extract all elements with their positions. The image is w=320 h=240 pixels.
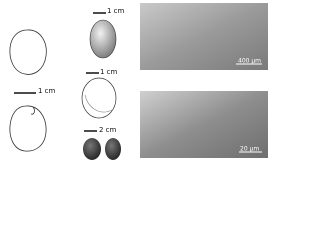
scale-label: 20 µm	[240, 146, 259, 153]
scale-label: 1 cm	[107, 7, 125, 15]
seed-drawing	[89, 19, 117, 59]
shading	[84, 94, 113, 113]
seed-drawing	[81, 77, 117, 119]
scale-label: 1 cm	[38, 87, 56, 95]
seed-outline	[9, 105, 47, 152]
scale-label: 400 µm	[238, 58, 261, 65]
figure: 1 cm 1 cm 1 cm 2 cm 400 µm 20 µm	[9, 3, 268, 160]
scale-label: 2 cm	[99, 126, 117, 134]
hilum	[30, 106, 35, 115]
scale-label: 1 cm	[100, 68, 118, 76]
sem-image	[140, 91, 268, 158]
sem-image	[140, 3, 268, 70]
seed-photo	[105, 138, 121, 160]
seed-outline	[9, 29, 47, 75]
seed-photo	[83, 138, 101, 160]
